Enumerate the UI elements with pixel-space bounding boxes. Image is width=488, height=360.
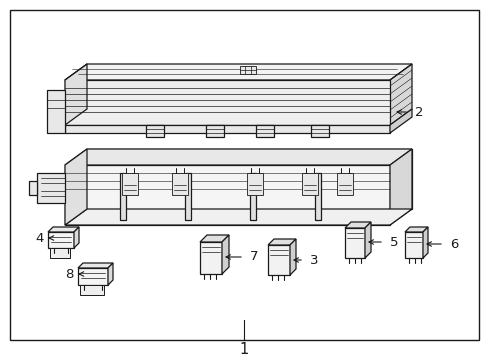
Polygon shape	[65, 149, 87, 225]
Polygon shape	[302, 173, 317, 195]
Polygon shape	[200, 235, 228, 242]
Polygon shape	[65, 64, 87, 125]
Text: 3: 3	[309, 253, 318, 266]
Polygon shape	[87, 149, 411, 209]
Polygon shape	[65, 209, 411, 225]
Polygon shape	[200, 242, 222, 274]
Polygon shape	[172, 173, 187, 195]
Polygon shape	[249, 173, 256, 220]
Polygon shape	[120, 173, 126, 220]
Polygon shape	[364, 222, 370, 258]
Polygon shape	[422, 227, 427, 258]
Polygon shape	[80, 285, 104, 295]
Polygon shape	[65, 149, 411, 165]
Polygon shape	[205, 125, 224, 137]
Polygon shape	[222, 235, 228, 274]
Polygon shape	[246, 173, 263, 195]
Polygon shape	[65, 80, 389, 125]
Text: 6: 6	[449, 238, 457, 251]
Polygon shape	[389, 149, 411, 225]
Polygon shape	[389, 64, 411, 125]
Text: 8: 8	[65, 267, 74, 280]
Polygon shape	[122, 173, 138, 195]
Polygon shape	[48, 232, 74, 248]
Text: 1: 1	[239, 342, 248, 357]
Polygon shape	[29, 181, 37, 195]
Polygon shape	[404, 227, 427, 232]
Polygon shape	[146, 125, 163, 137]
Polygon shape	[48, 227, 79, 232]
Polygon shape	[65, 64, 411, 80]
Polygon shape	[78, 268, 108, 285]
Polygon shape	[50, 248, 70, 258]
Polygon shape	[314, 173, 320, 220]
Polygon shape	[267, 239, 295, 245]
Polygon shape	[108, 263, 113, 285]
Polygon shape	[289, 239, 295, 275]
Polygon shape	[267, 245, 289, 275]
Polygon shape	[240, 66, 256, 74]
Polygon shape	[345, 228, 364, 258]
Polygon shape	[256, 125, 273, 137]
Polygon shape	[345, 222, 370, 228]
Polygon shape	[78, 263, 113, 268]
Text: 5: 5	[389, 235, 398, 248]
Polygon shape	[336, 173, 352, 195]
Polygon shape	[74, 227, 79, 248]
Polygon shape	[47, 90, 65, 133]
Polygon shape	[184, 173, 191, 220]
Text: 2: 2	[414, 105, 423, 118]
Polygon shape	[310, 125, 328, 137]
Polygon shape	[37, 173, 65, 203]
Polygon shape	[65, 125, 389, 133]
Polygon shape	[389, 109, 411, 133]
Polygon shape	[65, 165, 389, 225]
Text: 4: 4	[36, 231, 44, 244]
Polygon shape	[404, 232, 422, 258]
Text: 7: 7	[249, 251, 258, 264]
